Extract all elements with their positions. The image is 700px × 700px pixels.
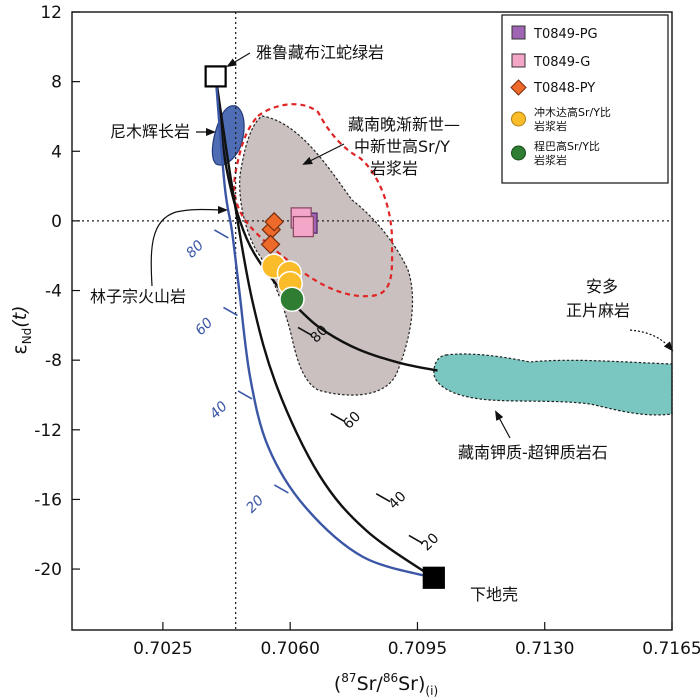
mixing-black-tick — [297, 326, 313, 337]
region-linzizong-volcanics — [233, 103, 394, 298]
end-members — [204, 65, 445, 589]
mixing-blue-tick-label: 60 — [192, 315, 216, 339]
y-tick-label: 4 — [51, 142, 62, 162]
mixing-black-2-line — [214, 76, 435, 579]
y-tick-label: -12 — [34, 421, 62, 441]
point-t0849g-1-1 — [292, 215, 315, 238]
mixing-black-2-tick — [408, 534, 424, 545]
mixing-blue-tick — [273, 484, 289, 494]
x-axis-label: (87Sr/86Sr)(i) — [334, 671, 438, 698]
mixing-black-2-tick — [375, 493, 391, 503]
annotation-lower-crust: 下地壳 — [470, 585, 518, 604]
mixing-blue-tick-label: 40 — [207, 398, 231, 422]
annotation-high-sr-y-1: 藏南晚渐新世— — [348, 115, 460, 134]
annotation-high-sr-y-2: 中新世高Sr/Y — [354, 137, 450, 156]
x-tick-label: 0.7025 — [133, 639, 192, 659]
y-axis-label: εNd(t) — [9, 305, 34, 354]
point-t0848py-2-2 — [260, 234, 281, 255]
legend-marker-t0848-py — [510, 79, 527, 96]
y-tick-label: -16 — [34, 490, 62, 510]
y-tick-label: 12 — [40, 3, 62, 23]
mixing-blue-tick-label: 80 — [183, 237, 207, 261]
legend-marker-chengba — [511, 145, 526, 161]
axes: 0.7025 0.7060 0.7095 0.7130 0.716512840-4-8-… — [34, 3, 700, 659]
arrow-high-sr-y — [302, 143, 345, 165]
annotation-nimu-gabbro: 尼木辉长岩 — [110, 122, 190, 141]
mixing-curves — [214, 76, 438, 579]
mixing-black-2-tick — [330, 412, 346, 423]
point-t0848py-2-1 — [264, 211, 285, 232]
legend-label-chengba-1: 程巴高Sr/Y比 — [534, 139, 600, 153]
x-tick-label: 0.7060 — [260, 639, 319, 659]
legend-label-t0848-py: T0848-PY — [533, 81, 595, 96]
arrow-anduo — [629, 329, 674, 352]
y-tick-label: 8 — [51, 73, 62, 93]
end-member-1 — [422, 566, 445, 589]
mixing-blue-tick — [237, 390, 253, 400]
mixing-black-2-tick-label: 20 — [418, 530, 442, 554]
legend-label-t0849-pg: T0849-PG — [533, 27, 598, 42]
legend-label-t0849-g: T0849-G — [533, 55, 590, 70]
end-member-0 — [204, 65, 227, 88]
legend-label-chongmuda-2: 岩浆岩 — [534, 119, 567, 133]
mixing-blue-tick — [223, 306, 238, 317]
mixing-black-2-tick-label: 60 — [340, 409, 364, 433]
mixing-blue-tick — [213, 229, 229, 239]
annotation-anduo-2: 正片麻岩 — [566, 301, 630, 320]
data-points — [260, 207, 318, 312]
y-tick-label: 0 — [51, 212, 62, 232]
mixing-blue-tick-label: 20 — [243, 492, 267, 516]
legend: T0849-PG T0849-G T0848-PY 冲木达高Sr/Y比 岩浆岩 … — [501, 14, 669, 184]
legend-label-chengba-2: 岩浆岩 — [534, 153, 567, 167]
x-tick-label: 0.7165 — [642, 639, 700, 659]
region-potassic-ultrapotassic — [433, 353, 673, 416]
x-tick-label: 0.7130 — [515, 639, 574, 659]
legend-marker-chongmuda — [511, 111, 526, 127]
annotation-potassic: 藏南钾质-超钾质岩石 — [458, 443, 608, 462]
y-tick-label: -4 — [45, 282, 62, 302]
x-tick-label: 0.7095 — [388, 639, 447, 659]
point-sry-4-0 — [279, 286, 305, 312]
mixing-blue-line — [214, 76, 435, 579]
mixing-black-2-tick-label: 40 — [386, 489, 410, 513]
annotation-high-sr-y-3: 岩浆岩 — [370, 159, 418, 178]
mixing-black-line — [214, 76, 438, 372]
legend-label-chongmuda-1: 冲木达高Sr/Y比 — [534, 105, 611, 119]
legend-marker-t0849-g — [511, 53, 526, 68]
plot-frame — [71, 11, 673, 631]
y-tick-label: -8 — [45, 351, 62, 371]
reference-lines — [72, 12, 672, 630]
y-tick-label: -20 — [34, 560, 62, 580]
arrow-potassic — [495, 410, 511, 439]
annotation-anduo-1: 安多 — [586, 277, 618, 296]
arrow-linzizong — [150, 205, 228, 287]
annotation-ophiolite: 雅鲁藏布江蛇绿岩 — [256, 43, 384, 62]
arrow-ophiolite — [226, 52, 251, 68]
region-high-sr-y-magmatic-rocks — [239, 115, 414, 396]
legend-marker-t0849-pg — [511, 25, 526, 40]
annotation-linzizong: 林子宗火山岩 — [90, 287, 186, 306]
legend-box — [501, 14, 669, 184]
